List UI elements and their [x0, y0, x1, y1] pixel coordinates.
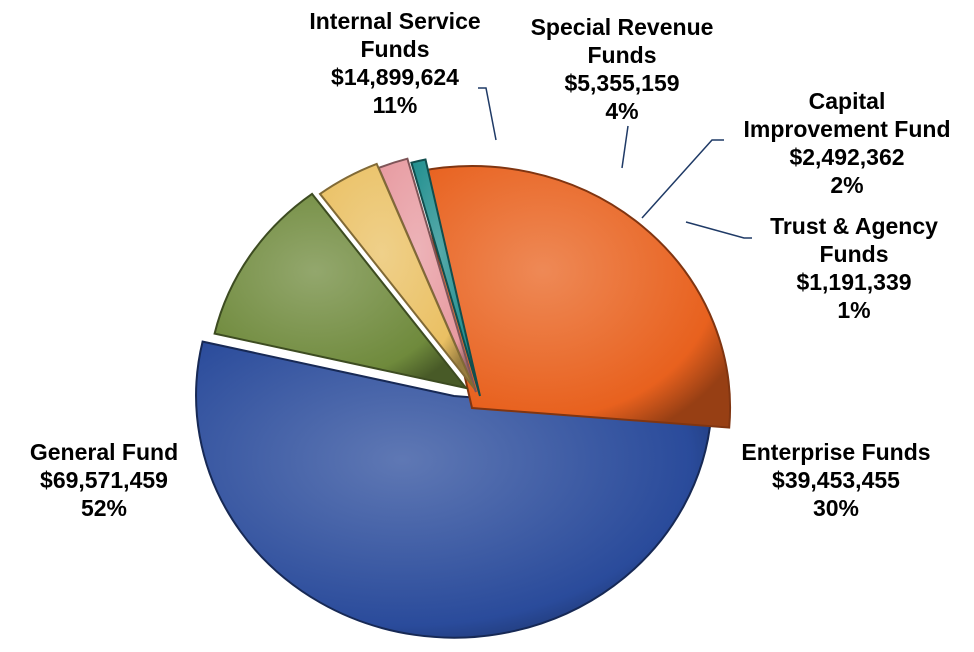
label-general-fund-name: General Fund: [29, 439, 179, 465]
pie-slice-special-revenue-funds: [318, 162, 475, 389]
label-enterprise-funds-percent: 30%: [812, 495, 860, 521]
label-trust-agency-funds-name-1: Trust & Agency: [770, 213, 938, 239]
label-general-fund: General Fund $69,571,459 52%: [14, 438, 194, 522]
label-internal-service-funds-amount: $14,899,624: [331, 64, 459, 90]
label-enterprise-funds: Enterprise Funds $39,453,455 30%: [724, 438, 948, 522]
label-enterprise-funds-amount: $39,453,455: [772, 467, 900, 493]
pie-slice-trust-agency-funds: [410, 158, 481, 397]
pie-slices: [195, 157, 731, 639]
label-internal-service-funds-name-1: Internal Service: [309, 8, 481, 34]
pie-slice-internal-service-funds: [213, 192, 469, 390]
leader-special-revenue-line: [621, 125, 629, 169]
leader-capital-improvement-line: [641, 139, 724, 219]
label-special-revenue-funds-name-2: Funds: [587, 42, 657, 68]
leader-trust-agency-line: [685, 221, 752, 239]
label-enterprise-funds-name: Enterprise Funds: [741, 439, 931, 465]
leader-lines: [478, 87, 752, 239]
label-general-fund-amount: $69,571,459: [40, 467, 168, 493]
label-capital-improvement-fund-amount: $2,492,362: [789, 144, 905, 170]
label-capital-improvement-fund-name-2: Improvement Fund: [743, 116, 951, 142]
label-trust-agency-funds-name-2: Funds: [819, 241, 889, 267]
label-trust-agency-funds-percent: 1%: [837, 297, 871, 323]
label-special-revenue-funds-percent: 4%: [605, 98, 639, 124]
pie-slice-enterprise-funds: [416, 165, 731, 429]
label-capital-improvement-fund-percent: 2%: [830, 172, 864, 198]
label-trust-agency-funds-amount: $1,191,339: [796, 269, 912, 295]
label-capital-improvement-fund: Capital Improvement Fund $2,492,362 2%: [722, 87, 972, 199]
label-capital-improvement-fund-name-1: Capital: [808, 88, 886, 114]
label-special-revenue-funds-name-1: Special Revenue: [530, 14, 714, 40]
leader-internal-service-line: [478, 87, 497, 141]
label-trust-agency-funds: Trust & Agency Funds $1,191,339 1%: [752, 212, 956, 324]
label-internal-service-funds: Internal Service Funds $14,899,624 11%: [290, 7, 500, 119]
label-general-fund-percent: 52%: [80, 495, 128, 521]
label-internal-service-funds-name-2: Funds: [360, 36, 430, 62]
label-special-revenue-funds: Special Revenue Funds $5,355,159 4%: [512, 13, 732, 125]
label-special-revenue-funds-amount: $5,355,159: [564, 70, 680, 96]
label-internal-service-funds-percent: 11%: [372, 92, 418, 118]
